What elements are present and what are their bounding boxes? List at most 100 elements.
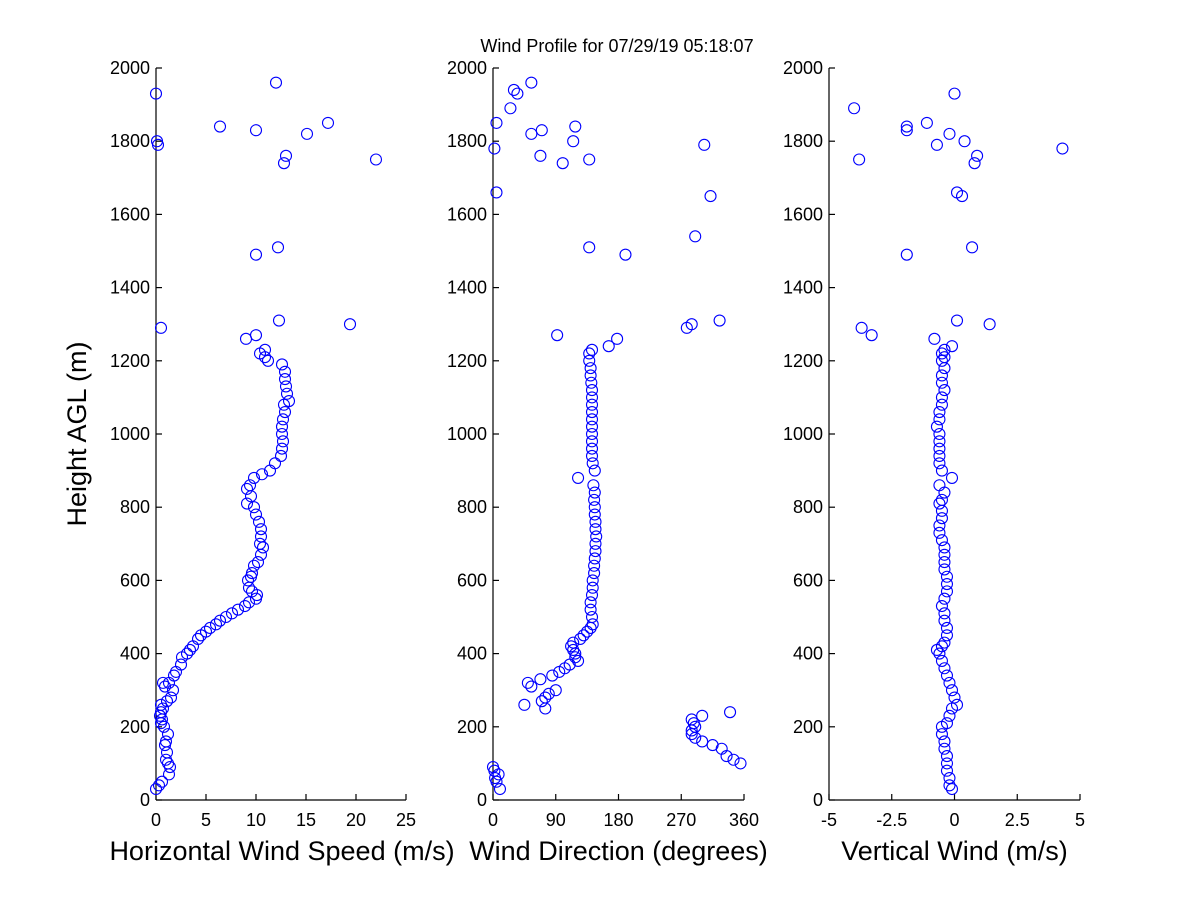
data-point — [242, 596, 256, 609]
y-tick-label: 1400 — [783, 278, 823, 298]
data-point — [938, 556, 951, 569]
data-point — [583, 241, 596, 254]
data-point — [150, 135, 164, 148]
data-point — [855, 321, 868, 334]
data-point — [321, 116, 335, 129]
panel-vertical-wind: 0 200 400 600 800 1000 1200 1400 1600 1800 2000 -5 -… — [783, 58, 1085, 866]
data-point — [727, 753, 740, 766]
data-point — [940, 578, 954, 591]
data-point — [900, 248, 913, 261]
data-point — [940, 621, 954, 635]
x-axis-label: Vertical Wind (m/s) — [841, 836, 1068, 866]
y-tick-label: 400 — [120, 644, 150, 664]
data-point — [696, 709, 709, 722]
data-point — [169, 665, 183, 678]
data-point — [199, 625, 213, 638]
data-point — [219, 610, 233, 624]
data-point — [249, 248, 263, 261]
y-tick-label: 0 — [140, 790, 150, 810]
x-tick-label: 180 — [603, 810, 633, 830]
data-point — [231, 603, 245, 616]
data-point — [935, 347, 949, 360]
data-point — [343, 318, 357, 331]
data-point — [585, 413, 599, 426]
data-point — [161, 728, 175, 741]
data-point — [938, 735, 951, 748]
y-tick-label: 1400 — [110, 278, 150, 298]
data-point — [935, 398, 949, 411]
data-point — [157, 720, 171, 733]
data-point — [272, 314, 286, 327]
y-tick-label: 200 — [120, 717, 150, 737]
y-tick-label: 1200 — [447, 351, 487, 371]
data-point — [154, 321, 168, 334]
x-tick-label: 0 — [488, 810, 498, 830]
data-point — [619, 248, 632, 261]
data-point — [268, 457, 282, 470]
y-tick-label: 1200 — [110, 351, 150, 371]
data-point — [940, 629, 954, 642]
data-point — [940, 717, 954, 730]
data-point — [588, 567, 601, 580]
data-point — [241, 574, 255, 587]
x-axis-label: Wind Direction (degrees) — [469, 836, 768, 866]
data-point — [698, 138, 711, 151]
data-point — [943, 771, 956, 785]
data-point — [586, 574, 599, 587]
x-tick-label: 270 — [666, 810, 696, 830]
data-point — [900, 124, 913, 137]
y-tick-label: 2000 — [783, 58, 823, 78]
data-point — [935, 599, 949, 613]
y-tick-label: 1600 — [783, 204, 823, 224]
x-tick-label: 20 — [346, 810, 366, 830]
data-point — [940, 764, 954, 777]
data-point — [511, 87, 524, 100]
data-point — [255, 468, 269, 481]
data-point — [239, 332, 253, 345]
data-point — [696, 735, 709, 748]
x-axis-label: Horizontal Wind Speed (m/s) — [109, 836, 454, 866]
data-point — [685, 713, 698, 726]
data-point — [935, 493, 949, 506]
data-point — [950, 314, 964, 327]
data-point — [152, 779, 166, 792]
data-point — [154, 698, 168, 711]
data-point — [584, 362, 597, 375]
data-point — [256, 541, 270, 554]
data-point — [275, 427, 289, 441]
x-tick-label: 5 — [1075, 810, 1085, 830]
data-point — [567, 135, 580, 148]
data-point — [213, 120, 227, 133]
data-point — [945, 471, 959, 484]
y-tick-label: 400 — [793, 644, 823, 664]
data-point — [252, 515, 266, 528]
data-point — [174, 658, 188, 671]
data-point — [521, 676, 534, 689]
y-tick-label: 800 — [793, 497, 823, 517]
data-point — [940, 570, 954, 583]
x-tick-label: -2.5 — [876, 810, 907, 830]
data-point — [948, 691, 961, 704]
data-point — [158, 739, 172, 752]
data-point — [539, 702, 552, 715]
data-point — [245, 585, 259, 598]
data-point — [584, 603, 597, 616]
data-point — [585, 427, 599, 441]
data-point — [247, 559, 261, 572]
data-point — [275, 358, 289, 371]
data-point — [276, 435, 290, 448]
data-point — [278, 373, 292, 386]
data-point — [269, 76, 283, 89]
data-point — [943, 676, 956, 689]
data-point — [900, 120, 913, 133]
data-point — [584, 596, 597, 609]
data-point — [271, 241, 285, 254]
y-axis-label: Height AGL (m) — [62, 341, 92, 526]
data-point — [935, 728, 949, 741]
data-point — [585, 405, 599, 419]
data-point — [685, 318, 698, 331]
data-point — [186, 640, 200, 653]
data-point — [243, 479, 257, 492]
data-point — [950, 698, 964, 711]
